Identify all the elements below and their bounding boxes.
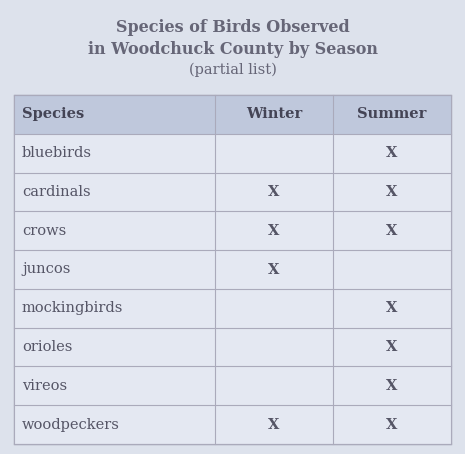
Bar: [14, 405, 451, 444]
Text: X: X: [268, 262, 280, 276]
Bar: [14, 95, 451, 134]
Text: orioles: orioles: [22, 340, 73, 354]
Text: X: X: [386, 379, 398, 393]
Text: cardinals: cardinals: [22, 185, 91, 199]
Text: bluebirds: bluebirds: [22, 146, 92, 160]
Bar: [14, 250, 451, 289]
Text: X: X: [386, 146, 398, 160]
Text: X: X: [268, 418, 280, 432]
Text: (partial list): (partial list): [189, 63, 276, 77]
Bar: [14, 289, 451, 328]
Text: vireos: vireos: [22, 379, 67, 393]
Bar: [14, 328, 451, 366]
Text: Species of Birds Observed: Species of Birds Observed: [116, 20, 349, 36]
Text: X: X: [268, 185, 280, 199]
Bar: [14, 134, 451, 173]
Text: X: X: [268, 224, 280, 238]
Text: Winter: Winter: [246, 108, 302, 121]
Text: X: X: [386, 301, 398, 315]
Text: Summer: Summer: [357, 108, 427, 121]
Text: X: X: [386, 418, 398, 432]
Bar: [14, 366, 451, 405]
Text: X: X: [386, 340, 398, 354]
Text: X: X: [386, 224, 398, 238]
Bar: [14, 211, 451, 250]
Bar: [14, 173, 451, 211]
Text: in Woodchuck County by Season: in Woodchuck County by Season: [87, 41, 378, 59]
Text: X: X: [386, 185, 398, 199]
Text: mockingbirds: mockingbirds: [22, 301, 123, 315]
Bar: [14, 95, 451, 444]
Text: Species: Species: [22, 108, 84, 121]
Text: woodpeckers: woodpeckers: [22, 418, 120, 432]
Text: crows: crows: [22, 224, 66, 238]
Text: juncos: juncos: [22, 262, 70, 276]
